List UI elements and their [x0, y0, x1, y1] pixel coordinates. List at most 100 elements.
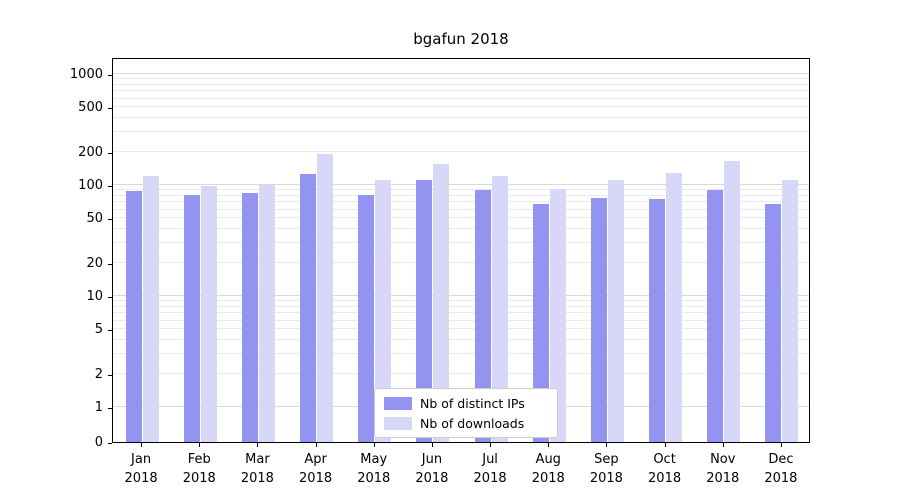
gridline: [113, 78, 809, 80]
y-tick-mark: [108, 408, 112, 409]
x-tick-label: Dec 2018: [764, 452, 798, 486]
x-tick-mark: [664, 443, 666, 447]
x-tick-mark: [141, 443, 143, 447]
y-tick-mark: [108, 219, 112, 221]
gridline: [113, 106, 809, 108]
bar-distinct-ips: [532, 203, 549, 442]
gridline: [113, 131, 809, 133]
y-tick-mark: [108, 75, 112, 76]
x-tick-mark: [373, 443, 375, 447]
x-tick-mark: [431, 443, 433, 447]
gridline: [113, 83, 809, 85]
y-tick-mark: [108, 297, 112, 298]
x-tick-mark: [548, 443, 550, 447]
x-tick-label: Feb 2018: [182, 452, 216, 486]
x-tick-mark: [257, 443, 259, 447]
bar-distinct-ips: [358, 194, 375, 442]
bar-downloads: [433, 163, 450, 442]
x-tick-label: Jul 2018: [473, 452, 507, 486]
y-tick-label: 10: [86, 289, 103, 304]
bar-downloads: [317, 154, 334, 442]
gridline: [113, 90, 809, 92]
x-tick-mark: [490, 443, 492, 447]
gridline: [113, 194, 809, 196]
gridline: [113, 261, 809, 263]
bar-downloads: [142, 176, 159, 442]
bar-distinct-ips: [125, 191, 142, 442]
x-tick-mark: [780, 443, 782, 447]
gridline: [113, 242, 809, 244]
bar-distinct-ips: [765, 203, 782, 442]
bar-downloads: [666, 173, 683, 442]
y-tick-mark: [108, 263, 112, 265]
y-tick-label: 100: [78, 178, 103, 193]
y-tick-mark: [108, 330, 112, 332]
bar-distinct-ips: [649, 198, 666, 442]
legend-item-downloads: Nb of downloads: [384, 415, 548, 431]
y-tick-mark: [108, 108, 112, 110]
y-tick-label: 1: [94, 400, 103, 415]
x-tick-mark: [722, 443, 724, 447]
x-tick-mark: [199, 443, 201, 447]
y-tick-mark: [108, 374, 112, 376]
x-tick-label: Sep 2018: [589, 452, 623, 486]
legend-swatch-downloads: [384, 416, 412, 430]
bar-downloads: [782, 180, 799, 442]
bar-distinct-ips: [590, 197, 607, 442]
x-tick-label: Apr 2018: [299, 452, 333, 486]
bar-downloads: [258, 185, 275, 442]
bar-distinct-ips: [183, 194, 200, 442]
gridline: [113, 189, 809, 191]
bar-distinct-ips: [416, 179, 433, 442]
bar-downloads: [724, 160, 741, 442]
gridline: [113, 208, 809, 210]
y-tick-label: 200: [78, 144, 103, 160]
gridline: [113, 201, 809, 203]
bar-distinct-ips: [707, 190, 724, 442]
gridline: [113, 300, 809, 302]
bar-distinct-ips: [241, 193, 258, 442]
gridline: [113, 184, 809, 185]
x-tick-mark: [606, 443, 608, 447]
gridline: [113, 97, 809, 99]
bar-distinct-ips: [474, 190, 491, 442]
plot-area: [112, 58, 810, 443]
gridline: [113, 312, 809, 314]
gridline: [113, 73, 809, 74]
legend-label-downloads: Nb of downloads: [420, 415, 525, 431]
y-tick-label: 20: [86, 255, 103, 271]
gridline: [113, 319, 809, 321]
y-tick-mark: [108, 443, 112, 444]
x-tick-label: May 2018: [357, 452, 391, 486]
y-tick-label: 500: [78, 100, 103, 116]
gridline: [113, 328, 809, 330]
x-tick-label: Nov 2018: [706, 452, 740, 486]
gridline: [113, 305, 809, 307]
bar-downloads: [491, 176, 508, 442]
y-tick-label: 1000: [69, 67, 103, 82]
legend-swatch-distinct-ips: [384, 396, 412, 410]
x-tick-label: Mar 2018: [240, 452, 274, 486]
bar-distinct-ips: [300, 174, 317, 442]
gridline: [113, 150, 809, 152]
legend-label-distinct-ips: Nb of distinct IPs: [420, 395, 525, 411]
x-tick-mark: [315, 443, 317, 447]
y-tick-mark: [108, 152, 112, 154]
y-tick-label: 0: [94, 435, 103, 450]
y-tick-label: 5: [94, 322, 103, 338]
y-tick-label: 2: [94, 366, 103, 382]
bar-downloads: [549, 188, 566, 442]
x-tick-label: Oct 2018: [648, 452, 682, 486]
chart-title: bgafun 2018: [413, 30, 509, 48]
gridline: [113, 228, 809, 230]
bar-downloads: [375, 180, 392, 442]
x-tick-label: Jun 2018: [415, 452, 449, 486]
y-tick-label: 50: [86, 211, 103, 227]
gridline: [113, 295, 809, 296]
legend: Nb of distinct IPs Nb of downloads: [374, 388, 558, 438]
legend-item-distinct-ips: Nb of distinct IPs: [384, 395, 548, 411]
gridline: [113, 353, 809, 355]
x-tick-label: Jan 2018: [124, 452, 158, 486]
bar-downloads: [200, 186, 217, 442]
